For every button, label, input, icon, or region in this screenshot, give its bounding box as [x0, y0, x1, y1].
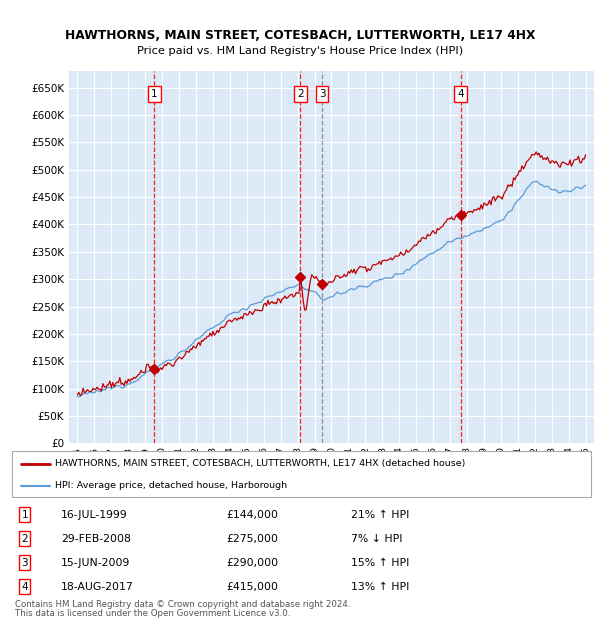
Text: £415,000: £415,000 — [226, 582, 278, 591]
Text: 3: 3 — [319, 89, 325, 99]
Text: 3: 3 — [22, 557, 28, 567]
Text: £275,000: £275,000 — [226, 534, 278, 544]
Text: 4: 4 — [22, 582, 28, 591]
Text: 1: 1 — [22, 510, 28, 520]
Text: 1: 1 — [151, 89, 158, 99]
Text: This data is licensed under the Open Government Licence v3.0.: This data is licensed under the Open Gov… — [15, 609, 290, 618]
Text: 4: 4 — [457, 89, 464, 99]
Text: Contains HM Land Registry data © Crown copyright and database right 2024.: Contains HM Land Registry data © Crown c… — [15, 600, 350, 609]
Text: 15-JUN-2009: 15-JUN-2009 — [61, 557, 131, 567]
Text: 18-AUG-2017: 18-AUG-2017 — [61, 582, 134, 591]
Text: HPI: Average price, detached house, Harborough: HPI: Average price, detached house, Harb… — [55, 481, 287, 490]
Text: 16-JUL-1999: 16-JUL-1999 — [61, 510, 128, 520]
Text: 2: 2 — [22, 534, 28, 544]
Text: 13% ↑ HPI: 13% ↑ HPI — [351, 582, 409, 591]
Text: 15% ↑ HPI: 15% ↑ HPI — [351, 557, 409, 567]
Text: HAWTHORNS, MAIN STREET, COTESBACH, LUTTERWORTH, LE17 4HX (detached house): HAWTHORNS, MAIN STREET, COTESBACH, LUTTE… — [55, 459, 466, 468]
Text: £290,000: £290,000 — [226, 557, 278, 567]
Text: Price paid vs. HM Land Registry's House Price Index (HPI): Price paid vs. HM Land Registry's House … — [137, 46, 463, 56]
Text: 21% ↑ HPI: 21% ↑ HPI — [351, 510, 409, 520]
Text: 7% ↓ HPI: 7% ↓ HPI — [351, 534, 402, 544]
Text: 29-FEB-2008: 29-FEB-2008 — [61, 534, 131, 544]
Text: HAWTHORNS, MAIN STREET, COTESBACH, LUTTERWORTH, LE17 4HX: HAWTHORNS, MAIN STREET, COTESBACH, LUTTE… — [65, 30, 535, 42]
Text: £144,000: £144,000 — [226, 510, 278, 520]
Text: 2: 2 — [297, 89, 304, 99]
